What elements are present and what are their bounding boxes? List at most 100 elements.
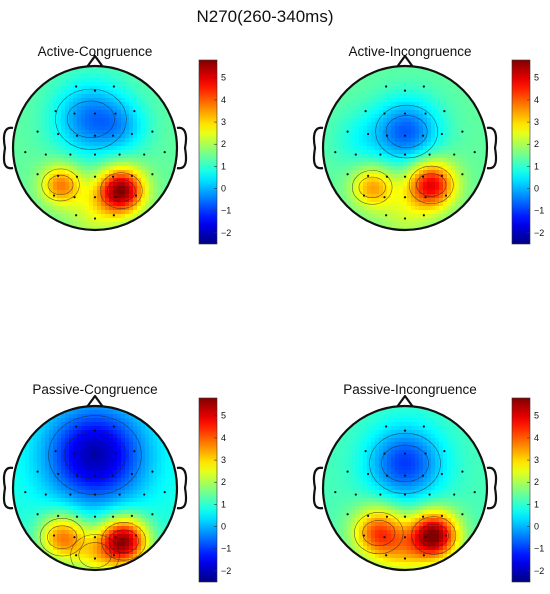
topomap-cell bbox=[65, 202, 70, 207]
topomap-cell bbox=[73, 86, 78, 91]
topomap-cell bbox=[419, 202, 424, 207]
topomap-cell bbox=[29, 106, 34, 111]
topomap-cell bbox=[73, 134, 78, 139]
topomap-cell bbox=[89, 90, 94, 95]
topomap-cell bbox=[347, 462, 352, 467]
topomap-cell bbox=[149, 430, 154, 435]
topomap-cell bbox=[471, 162, 476, 167]
electrode-dot bbox=[114, 452, 117, 455]
topomap-cell bbox=[463, 198, 468, 203]
topomap-cell bbox=[165, 458, 170, 463]
topomap-cell bbox=[77, 542, 82, 547]
topomap-cell bbox=[113, 130, 118, 135]
topomap-cell bbox=[41, 158, 46, 163]
topomap-cell bbox=[173, 478, 177, 483]
topomap-cell bbox=[129, 442, 134, 447]
topomap-cell bbox=[439, 90, 444, 95]
topomap-cell bbox=[49, 474, 54, 479]
topomap-cell bbox=[443, 454, 448, 459]
topomap-cell bbox=[471, 146, 476, 151]
topomap-cell bbox=[339, 106, 344, 111]
topomap-cell bbox=[399, 442, 404, 447]
right-ear-outline bbox=[176, 126, 188, 170]
topomap-cell bbox=[157, 146, 162, 151]
topomap-cell bbox=[21, 466, 26, 471]
topomap-cell bbox=[53, 550, 58, 555]
topomap-cell bbox=[53, 466, 58, 471]
topomap-cell bbox=[383, 178, 388, 183]
topomap-cell bbox=[367, 210, 372, 215]
topomap-cell bbox=[105, 514, 110, 519]
topomap-cell bbox=[363, 206, 368, 211]
topomap-cell bbox=[395, 218, 400, 223]
topomap-cell bbox=[395, 114, 400, 119]
topomap-cell bbox=[351, 442, 356, 447]
topomap-cell bbox=[117, 470, 122, 475]
topomap-cell bbox=[101, 154, 106, 159]
topomap-cell bbox=[439, 466, 444, 471]
topomap-cell bbox=[387, 78, 392, 83]
topomap-cell bbox=[97, 122, 102, 127]
electrode-dot bbox=[93, 217, 97, 220]
topomap-cell bbox=[69, 170, 74, 175]
topomap-cell bbox=[407, 118, 412, 123]
topomap-cell bbox=[101, 486, 106, 491]
topomap-cell bbox=[69, 442, 74, 447]
topomap-cell bbox=[25, 154, 30, 159]
topomap-cell bbox=[145, 554, 150, 559]
topomap-cell bbox=[395, 90, 400, 95]
topomap-cell bbox=[411, 78, 416, 83]
topomap-cell bbox=[53, 150, 58, 155]
topomap-cell bbox=[81, 142, 86, 147]
topomap-cell bbox=[347, 178, 352, 183]
topomap-cell bbox=[161, 198, 166, 203]
topomap-cell bbox=[395, 178, 400, 183]
topomap-cell bbox=[53, 222, 58, 227]
topomap-cell bbox=[61, 94, 66, 99]
topomap-cell bbox=[471, 450, 476, 455]
topomap-cell bbox=[45, 550, 50, 555]
topomap-cell bbox=[137, 486, 142, 491]
topomap-cell bbox=[411, 206, 416, 211]
topomap-cell bbox=[427, 142, 432, 147]
topomap-cell bbox=[89, 186, 94, 191]
topomap-cell bbox=[407, 122, 412, 127]
topomap-cell bbox=[97, 142, 102, 147]
topomap-cell bbox=[17, 502, 22, 507]
topomap-cell bbox=[85, 126, 90, 131]
topomap-cell bbox=[383, 430, 388, 435]
topomap-cell bbox=[455, 458, 460, 463]
topomap-cell bbox=[45, 458, 50, 463]
topomap-cell bbox=[351, 134, 356, 139]
topomap-cell bbox=[383, 422, 388, 427]
topomap-cell bbox=[37, 114, 42, 119]
topomap-cell bbox=[149, 198, 154, 203]
topomap-cell bbox=[423, 214, 428, 219]
topomap-cell bbox=[149, 142, 154, 147]
topomap-cell bbox=[153, 154, 158, 159]
topomap-cell bbox=[129, 546, 134, 551]
topomap-cell bbox=[375, 210, 380, 215]
colorbar-tick-label: 0 bbox=[534, 184, 539, 194]
topomap-cell bbox=[89, 86, 94, 91]
electrode-dot bbox=[383, 196, 386, 199]
topomap-cell bbox=[37, 138, 42, 143]
contour-line bbox=[47, 174, 74, 195]
topomap-cell bbox=[407, 462, 412, 467]
topomap-cell bbox=[105, 494, 110, 499]
topomap-cell bbox=[113, 518, 118, 523]
topomap-cell bbox=[431, 134, 436, 139]
topomap-cell bbox=[419, 114, 424, 119]
topomap-cell bbox=[471, 134, 476, 139]
topomap-cell bbox=[77, 110, 82, 115]
topomap-cell bbox=[455, 434, 460, 439]
topomap-cell bbox=[41, 434, 46, 439]
topomap-cell bbox=[327, 446, 332, 451]
topomap-cell bbox=[85, 486, 90, 491]
topomap-cell bbox=[419, 158, 424, 163]
topomap-cell bbox=[475, 174, 480, 179]
topomap-cell bbox=[141, 474, 146, 479]
topomap-cell bbox=[423, 438, 428, 443]
topomap-cell bbox=[375, 166, 380, 171]
